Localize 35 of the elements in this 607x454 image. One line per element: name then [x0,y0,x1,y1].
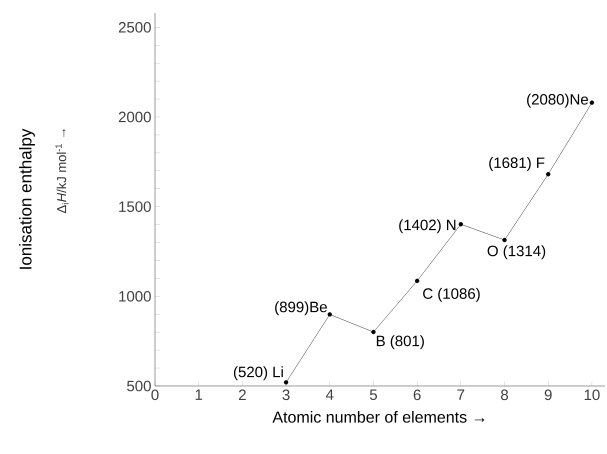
y-tick-label: 500 [127,380,151,392]
data-label: (1681) F [489,157,544,172]
point [502,238,507,242]
x-tick-label: 9 [544,390,552,400]
point [284,380,288,385]
x-tick-label: 1 [196,390,202,400]
y-tick-label: 2500 [118,22,151,33]
point [590,100,594,105]
x-tick-label: 7 [457,390,464,400]
y-tick-label: 1000 [119,291,151,302]
data-label: (2080)Ne [527,94,588,108]
data-label: O (1314) [488,245,546,260]
y-tick-label: 2000 [118,112,151,122]
x-tick-label: 4 [326,390,334,400]
y-axis-title: Ionisation enthalpy [19,128,35,269]
x-tick-label: 2 [238,390,246,400]
point [328,312,332,317]
y-tick-label: 1500 [119,201,151,212]
x-tick-label: 0 [151,390,159,400]
point [458,222,464,226]
x-axis-title: Atomic number of elements → [272,411,484,423]
data-label: (520) Li [234,366,283,380]
x-tick-label: 3 [282,390,290,400]
point [546,172,550,176]
point [414,278,420,284]
text: Δ$_{i}$H/kJ mol$^{-1}$ → [55,129,69,214]
point [371,330,376,334]
data-label: C (1086) [423,288,480,302]
x-tick-label: 5 [370,390,377,400]
data-label: (899)Be [275,301,327,316]
data-label: B (801) [376,335,424,350]
x-tick-label: 8 [501,390,508,400]
x-tick-label: 6 [414,390,421,400]
data-label: (1402) N [399,219,456,234]
x-tick-label: 10 [584,390,600,400]
